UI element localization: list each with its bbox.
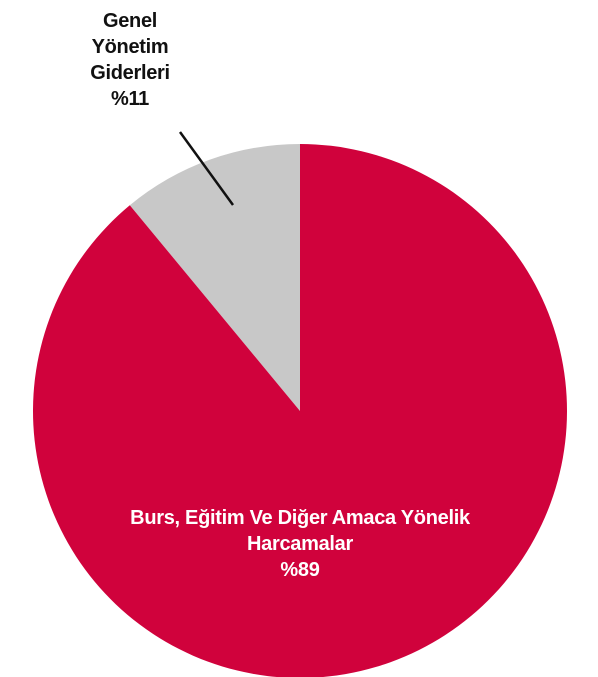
pie-slice bbox=[33, 144, 567, 677]
category-label: Genel Yönetim Giderleri bbox=[90, 10, 170, 84]
value-label: %11 bbox=[110, 88, 150, 110]
category-label: Burs, Eğitim Ve Diğer Amaca Yönelik Harc… bbox=[130, 507, 470, 555]
leader-line bbox=[178, 131, 235, 206]
slice-label: Burs, Eğitim Ve Diğer Amaca Yönelik Harc… bbox=[130, 505, 470, 583]
value-label: %89 bbox=[280, 559, 320, 581]
pie-slice bbox=[129, 144, 300, 411]
slice-label: Genel Yönetim Giderleri %11 bbox=[70, 8, 190, 112]
